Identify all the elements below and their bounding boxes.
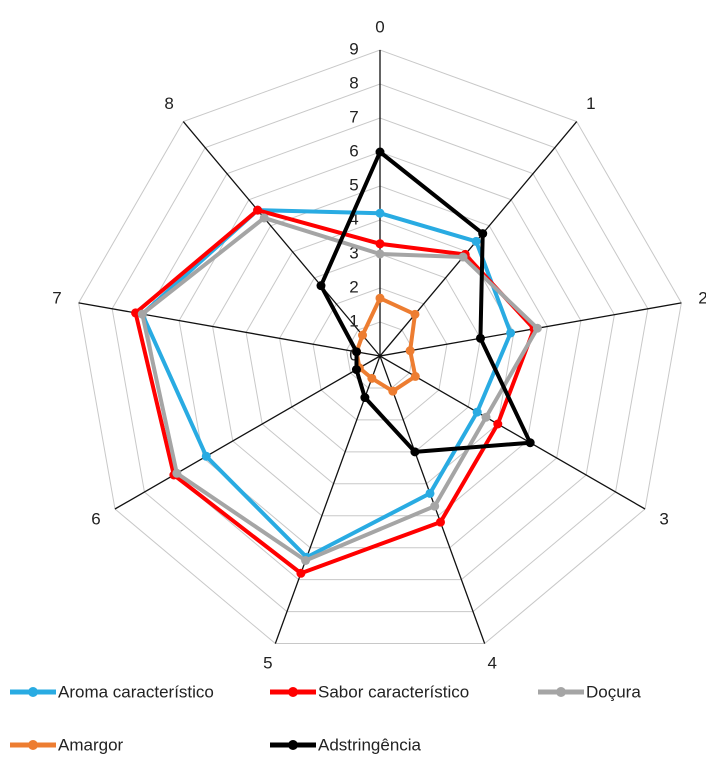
axis-spoke xyxy=(274,355,381,644)
series-point xyxy=(351,365,361,375)
series-point xyxy=(481,412,491,422)
series-point xyxy=(352,347,362,357)
category-label: 4 xyxy=(487,654,496,673)
series-point xyxy=(425,488,435,498)
legend-swatch-marker xyxy=(28,687,38,697)
legend-label: Adstringência xyxy=(318,735,422,754)
axis-spoke xyxy=(114,355,381,510)
series-point xyxy=(471,236,481,246)
series-point xyxy=(388,386,398,396)
radial-tick-label: 4 xyxy=(349,209,358,228)
legend-label: Doçura xyxy=(586,682,641,701)
legend-label: Amargor xyxy=(58,735,124,754)
radial-tick-label: 8 xyxy=(349,73,358,92)
series-point xyxy=(472,407,482,417)
axis-spoke xyxy=(379,355,646,510)
series-point xyxy=(410,371,420,381)
series-point xyxy=(253,205,263,215)
series-point xyxy=(360,393,370,403)
series-point xyxy=(435,517,445,527)
radial-tick-label: 2 xyxy=(349,277,358,296)
radial-tick-label: 7 xyxy=(349,107,358,126)
series-point xyxy=(301,555,311,565)
radial-tick-label: 3 xyxy=(349,243,358,262)
category-label: 1 xyxy=(586,94,595,113)
series-point xyxy=(375,249,385,259)
series-line xyxy=(318,150,533,454)
legend-swatch-marker xyxy=(556,687,566,697)
series-point xyxy=(430,501,440,511)
series-point xyxy=(358,330,368,340)
series-point xyxy=(137,309,147,319)
category-label: 2 xyxy=(698,289,706,308)
series-point xyxy=(405,346,415,356)
series-point xyxy=(316,281,326,291)
radial-tick-label: 5 xyxy=(349,175,358,194)
grid-ring xyxy=(78,49,682,645)
category-label: 8 xyxy=(164,94,173,113)
series-line xyxy=(140,215,540,563)
category-label: 3 xyxy=(659,509,668,528)
category-label: 6 xyxy=(91,509,100,528)
legend-label: Sabor característico xyxy=(318,682,469,701)
series-line xyxy=(133,208,537,576)
series-point xyxy=(478,229,488,239)
series-point xyxy=(493,419,503,429)
series-point xyxy=(375,239,385,249)
axis-spoke xyxy=(182,121,381,357)
grid-ring xyxy=(312,287,448,421)
series-line xyxy=(354,296,418,394)
series-point xyxy=(296,568,306,578)
category-label: 0 xyxy=(375,17,384,36)
series-point xyxy=(506,328,516,338)
legend-swatch-marker xyxy=(288,740,298,750)
axis-spoke xyxy=(78,302,381,357)
category-label: 5 xyxy=(263,654,272,673)
series-point xyxy=(375,208,385,218)
legend-swatch-marker xyxy=(28,740,38,750)
grid-ring xyxy=(145,117,615,581)
radial-tick-label: 6 xyxy=(349,141,358,160)
series-point xyxy=(458,252,468,262)
grid-ring xyxy=(212,185,548,517)
series-point xyxy=(410,309,420,319)
category-label: 7 xyxy=(52,289,61,308)
axis-spoke xyxy=(379,355,486,644)
series-point xyxy=(375,147,385,157)
series-point xyxy=(525,438,535,448)
series-point xyxy=(367,373,377,383)
radial-tick-label: 9 xyxy=(349,39,358,58)
series-point xyxy=(475,333,485,343)
series-point xyxy=(532,323,542,333)
series-point xyxy=(201,451,211,461)
series-point xyxy=(131,308,141,318)
grid-ring xyxy=(178,151,582,549)
series-point xyxy=(410,447,420,457)
grid-ring xyxy=(279,253,481,453)
grid-ring xyxy=(111,83,649,613)
legend-swatch-marker xyxy=(288,687,298,697)
radial-tick-label: 1 xyxy=(349,311,358,330)
series-point xyxy=(375,293,385,303)
series-point xyxy=(172,468,182,478)
grid-ring xyxy=(245,219,515,485)
series-point xyxy=(259,213,269,223)
legend-label: Aroma característico xyxy=(58,682,214,701)
